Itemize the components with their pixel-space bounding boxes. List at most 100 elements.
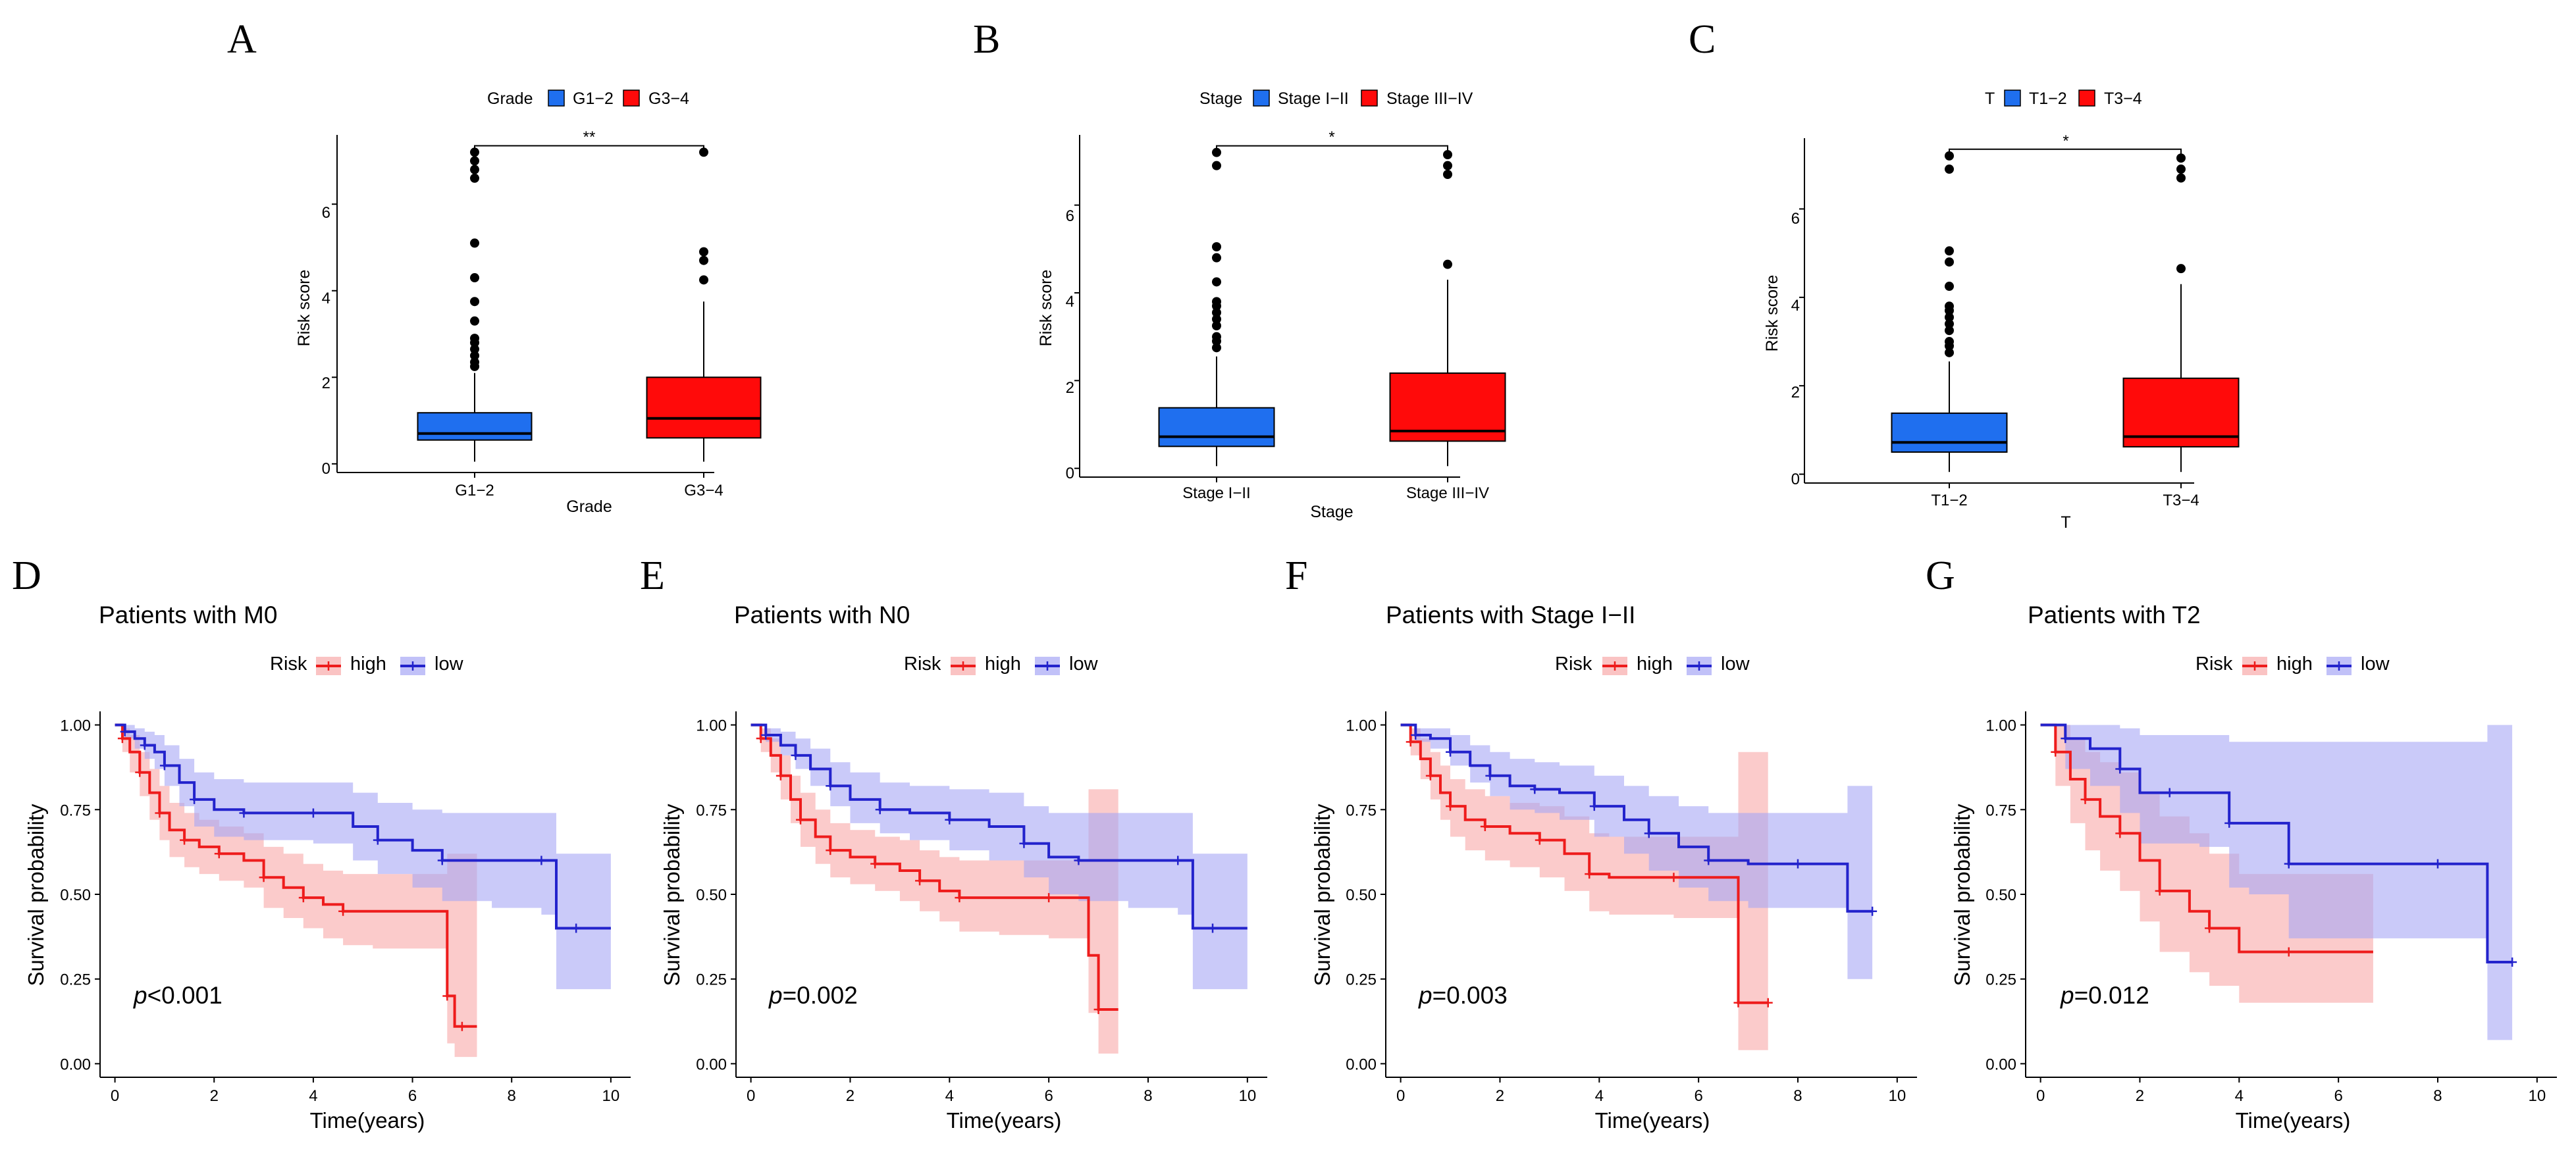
censor-mark-low <box>239 808 249 818</box>
y-tick-label: 0.00 <box>1985 1056 2016 1073</box>
x-axis-label: Time(years) <box>2236 1108 2351 1133</box>
y-tick-label: 0.50 <box>60 886 91 904</box>
legend-title: T <box>1985 89 1995 108</box>
censor-mark-high <box>1763 998 1773 1008</box>
x-axis-label: T <box>2061 513 2070 532</box>
censor-mark-high <box>1669 873 1679 882</box>
y-tick-label: 2 <box>1066 379 1074 397</box>
km-panel-n0: Patients with N0 Risk high low Time(year… <box>660 601 1267 1133</box>
km-panel-t2: Patients with T2 Risk high low Time(year… <box>1950 601 2557 1133</box>
significance-bracket <box>474 145 704 153</box>
outlier-point <box>470 344 479 354</box>
y-axis-label: Risk score <box>1763 275 1781 352</box>
y-tick-label: 0.75 <box>60 802 91 819</box>
x-axis-label: Grade <box>566 498 612 516</box>
y-tick-label: 0.00 <box>696 1056 727 1073</box>
y-axis-label: Survival probability <box>1950 804 1974 986</box>
censor-mark-low <box>1208 923 1218 933</box>
censor-mark-high <box>180 835 190 845</box>
box-low <box>1158 407 1275 447</box>
p-value-text: =0.012 <box>2074 982 2149 1009</box>
legend-label-high: high <box>350 653 386 675</box>
y-tick-label: 0.25 <box>1985 971 2016 989</box>
y-axis-label: Risk score <box>295 270 313 347</box>
legend-label-low: G1−2 <box>573 89 614 108</box>
y-tick-label: 0.50 <box>1985 886 2016 904</box>
x-tick-label: 10 <box>1238 1087 1256 1105</box>
p-value-label: p=0.002 <box>768 982 858 1009</box>
y-tick-label: 0 <box>1066 465 1074 482</box>
y-tick-label: 2 <box>322 374 330 392</box>
legend-title: Risk <box>1555 653 1592 675</box>
censor-mark-low <box>2432 859 2442 869</box>
x-tick-label: 8 <box>1793 1087 1802 1105</box>
legend-key-censor-high <box>324 661 333 671</box>
box-low <box>417 412 533 441</box>
censor-mark-high <box>2155 886 2165 896</box>
y-tick-label: 6 <box>322 204 330 222</box>
censor-mark-low <box>1485 771 1495 780</box>
legend-key-high <box>2078 89 2095 107</box>
outlier-point <box>470 316 479 326</box>
censor-mark-low <box>761 730 771 740</box>
survival-line-low <box>2040 723 2513 963</box>
x-tick-label: G1−2 <box>455 482 494 499</box>
legend-key-censor-high <box>1610 661 1619 671</box>
p-value-prefix: p <box>768 982 783 1009</box>
significance-label: ** <box>583 128 596 146</box>
panel-letter-e: E <box>640 553 665 598</box>
censor-mark-high <box>338 906 348 916</box>
outlier-point <box>470 156 479 166</box>
outlier-point <box>699 247 708 257</box>
censor-mark-low <box>2508 957 2517 967</box>
censor-mark-high <box>756 734 766 744</box>
censor-mark-low <box>2165 788 2174 798</box>
outlier-point <box>1443 161 1452 170</box>
legend-key-low <box>1253 89 1270 107</box>
outlier-point <box>2176 173 2186 183</box>
x-tick-label: 8 <box>508 1087 516 1105</box>
outlier-point <box>470 238 479 248</box>
ci-band-low <box>115 725 611 990</box>
censor-mark-high <box>955 893 964 903</box>
x-tick-label: G3−4 <box>684 482 723 499</box>
legend-label-high: Stage III−IV <box>1386 89 1473 108</box>
censor-mark-low <box>571 923 581 933</box>
outlier-point <box>1945 347 1954 357</box>
censor-mark-high <box>775 771 785 780</box>
legend-title: Risk <box>2195 653 2233 675</box>
y-tick-label: 0.25 <box>60 971 91 989</box>
legend-label-low: Stage I−II <box>1278 89 1349 108</box>
censor-mark-high <box>2115 829 2125 838</box>
legend-label-high: G3−4 <box>648 89 689 108</box>
x-tick-label: 10 <box>2528 1087 2546 1105</box>
censor-mark-high <box>796 815 806 825</box>
x-axis-label: Time(years) <box>1595 1108 1710 1133</box>
legend-label-high: high <box>2276 653 2313 675</box>
legend-label-high: T3−4 <box>2104 89 2142 108</box>
censor-mark-low <box>1589 802 1599 811</box>
outlier-point <box>470 351 479 361</box>
y-tick-label: 0.75 <box>696 802 727 819</box>
y-tick-label: 0.25 <box>696 971 727 989</box>
y-tick-label: 0.25 <box>1346 971 1377 989</box>
survival-line-low <box>1400 723 1873 913</box>
ci-band-high <box>750 725 1118 1054</box>
outlier-point <box>1443 170 1452 179</box>
panel-letter-a: A <box>227 17 257 62</box>
x-tick-label: 6 <box>1694 1087 1702 1105</box>
outlier-point <box>2176 264 2186 274</box>
x-tick-label: 0 <box>1396 1087 1405 1105</box>
censor-mark-low <box>1019 838 1029 848</box>
y-tick-label: 0.75 <box>1346 802 1377 819</box>
y-tick-label: 0.00 <box>60 1056 91 1073</box>
outlier-point <box>1212 297 1221 307</box>
y-tick-label: 6 <box>1066 207 1074 225</box>
x-tick-label: 6 <box>2334 1087 2342 1105</box>
x-tick-label: Stage I−II <box>1182 484 1250 502</box>
panel-letter-g: G <box>1926 553 1955 598</box>
x-tick-label: 2 <box>2136 1087 2144 1105</box>
survival-line-low <box>750 723 1248 930</box>
censor-mark-low <box>2284 859 2294 869</box>
outlier-point <box>1212 315 1221 324</box>
